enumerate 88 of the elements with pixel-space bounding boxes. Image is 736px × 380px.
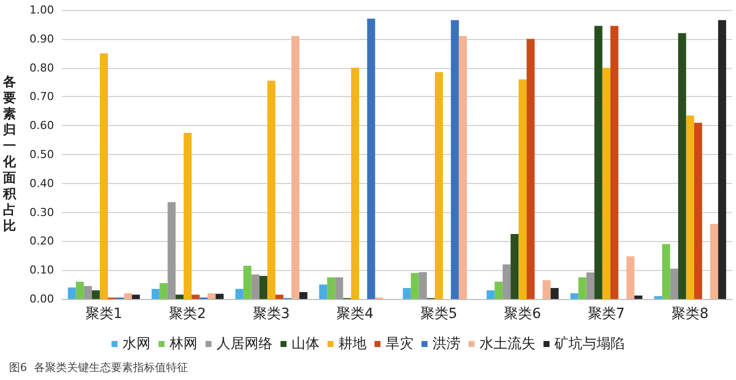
bar bbox=[267, 80, 276, 299]
x-tick-label: 聚类5 bbox=[420, 306, 458, 322]
legend-label: 矿坑与塌陷 bbox=[554, 336, 624, 352]
bar bbox=[335, 277, 344, 299]
x-tick-label: 聚类3 bbox=[252, 306, 290, 322]
bar bbox=[626, 256, 634, 299]
bar bbox=[678, 33, 686, 299]
x-tick-label: 聚类1 bbox=[85, 306, 122, 322]
y-tick-label: 0.30 bbox=[30, 206, 54, 219]
bar bbox=[710, 224, 718, 299]
bar bbox=[662, 244, 670, 299]
y-tick-label: 0.90 bbox=[30, 32, 54, 46]
bar bbox=[434, 72, 443, 299]
y-tick-label: 0.00 bbox=[30, 292, 54, 306]
bar bbox=[486, 290, 495, 299]
bar bbox=[251, 274, 260, 299]
bar bbox=[84, 286, 92, 299]
y-tick-label: 0.40 bbox=[30, 176, 54, 190]
y-tick-label: 0.10 bbox=[30, 264, 54, 277]
legend-label: 耕地 bbox=[338, 336, 366, 352]
caption: 图6 各聚类关键生态要素指标值特征 bbox=[9, 361, 188, 374]
bar bbox=[694, 122, 702, 299]
x-tick-label: 聚类8 bbox=[672, 306, 709, 322]
bar bbox=[494, 282, 503, 299]
bar bbox=[299, 292, 308, 299]
y-tick-label: 0.70 bbox=[30, 90, 54, 104]
bar bbox=[132, 294, 140, 299]
bar bbox=[124, 293, 132, 299]
bar bbox=[542, 280, 551, 299]
bar bbox=[68, 287, 76, 299]
bar bbox=[402, 288, 411, 299]
bar bbox=[418, 272, 427, 299]
legend-label: 林网 bbox=[168, 336, 198, 352]
bar bbox=[450, 20, 459, 299]
bar bbox=[275, 294, 284, 299]
x-tick-label: 聚类4 bbox=[336, 306, 374, 322]
bar bbox=[550, 288, 559, 299]
bar bbox=[76, 282, 84, 299]
bar bbox=[160, 283, 168, 299]
bar bbox=[216, 294, 224, 299]
bar bbox=[259, 276, 268, 299]
bar bbox=[184, 132, 192, 299]
bar bbox=[502, 264, 511, 299]
bar bbox=[351, 68, 360, 299]
bar bbox=[291, 36, 300, 299]
y-tick-label: 0.50 bbox=[30, 148, 54, 161]
legend-label: 水网 bbox=[122, 336, 150, 352]
bar bbox=[319, 284, 328, 299]
x-tick-label: 聚类2 bbox=[169, 306, 206, 322]
bar bbox=[634, 296, 642, 299]
legend-label: 旱灾 bbox=[386, 336, 414, 352]
bar bbox=[586, 272, 594, 299]
bar bbox=[526, 38, 535, 299]
bar bbox=[578, 277, 586, 299]
bar bbox=[458, 36, 467, 299]
bar bbox=[718, 20, 726, 299]
bar bbox=[367, 18, 376, 299]
bar bbox=[100, 53, 108, 299]
bar bbox=[208, 293, 216, 299]
bar bbox=[594, 26, 602, 299]
bar bbox=[670, 268, 678, 299]
bar bbox=[570, 293, 578, 299]
bar bbox=[192, 294, 200, 299]
bar bbox=[610, 26, 618, 299]
x-tick-label: 聚类6 bbox=[504, 306, 542, 322]
bar bbox=[152, 288, 160, 299]
x-tick-label: 聚类7 bbox=[588, 306, 625, 322]
bar bbox=[243, 266, 252, 299]
legend-label: 人居网络 bbox=[216, 336, 272, 352]
bar bbox=[510, 234, 519, 299]
bar bbox=[176, 294, 184, 299]
legend-label: 洪涝 bbox=[432, 336, 460, 352]
bar bbox=[327, 277, 336, 299]
y-tick-label: 0.20 bbox=[30, 234, 54, 248]
bar bbox=[518, 79, 527, 299]
bar bbox=[602, 68, 610, 299]
bar bbox=[686, 115, 694, 299]
y-tick-label: 1.00 bbox=[30, 4, 54, 16]
bar bbox=[235, 288, 244, 299]
y-tick-label: 0.80 bbox=[30, 61, 54, 74]
bar bbox=[92, 290, 100, 299]
y-tick-label: 0.60 bbox=[30, 119, 54, 132]
bar bbox=[168, 202, 176, 299]
bar bbox=[410, 272, 419, 299]
legend-label: 水土流失 bbox=[480, 336, 536, 352]
text: 各要素归一化面积占比 bbox=[3, 75, 16, 234]
bar bbox=[654, 296, 662, 299]
legend-label: 山体 bbox=[292, 336, 320, 352]
